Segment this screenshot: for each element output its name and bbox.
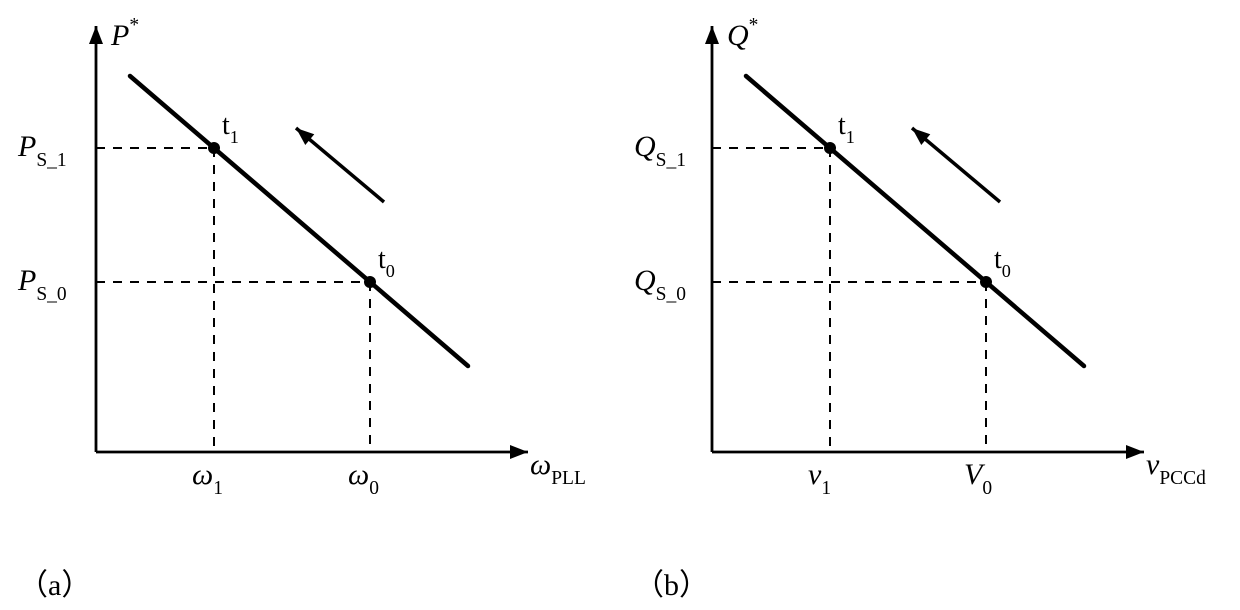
panelA-point-t0-label: t0 <box>378 244 395 280</box>
panelB-point-t1-label: t1 <box>838 110 855 146</box>
panelB-caption: （b） <box>634 560 709 604</box>
panelA-y-tick-high: PS_1 <box>18 130 67 169</box>
panelB-y-tick-high: QS_1 <box>634 130 686 169</box>
panelB-y-axis-label: Q* <box>727 18 758 53</box>
panelB-x-tick-right: V0 <box>964 458 992 497</box>
panelA-caption: （a） <box>18 560 91 604</box>
panelA-y-axis-label: P* <box>111 18 139 53</box>
panelA-y-tick-low: PS_0 <box>18 264 67 303</box>
diagram-svg <box>0 0 1240 610</box>
panelA-x-axis-label: ωPLL <box>530 448 586 487</box>
panelA-x-tick-left: ω1 <box>192 458 223 497</box>
panelA-x-tick-right: ω0 <box>348 458 379 497</box>
panelB-point-t0-label: t0 <box>994 244 1011 280</box>
panelA-point-t1-label: t1 <box>222 110 239 146</box>
panelB-x-tick-left: v1 <box>808 458 831 497</box>
panelB-y-tick-low: QS_0 <box>634 264 686 303</box>
panelB-x-axis-label: vPCCd <box>1146 448 1206 487</box>
